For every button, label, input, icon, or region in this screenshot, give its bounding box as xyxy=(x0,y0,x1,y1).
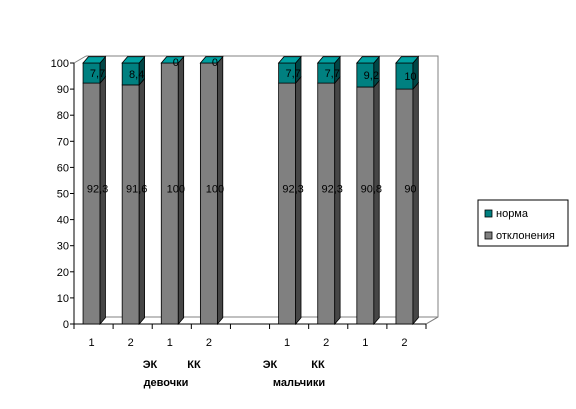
bar-segment-otkloneniya xyxy=(82,75,106,326)
data-label: 100 xyxy=(167,183,185,195)
x-category-label: 2 xyxy=(323,337,329,349)
bar-front xyxy=(121,84,140,325)
bar-segment-norma xyxy=(395,55,420,91)
chart-x-labels: 1 2 1 2 1 2 1 2 ЭК КК девочки ЭК КК мальчики xyxy=(88,337,407,389)
bar-side xyxy=(138,77,145,326)
bar-side xyxy=(373,79,380,326)
bar-front xyxy=(82,82,101,325)
bar-top xyxy=(160,56,185,64)
y-tick-label: 90 xyxy=(57,84,69,96)
data-label: 90,8 xyxy=(361,183,382,195)
bar-side xyxy=(99,75,106,326)
data-label: 90 xyxy=(404,183,416,195)
legend-box xyxy=(477,199,569,247)
x-category-label: 1 xyxy=(284,337,290,349)
group-sub-label: КК xyxy=(311,359,325,371)
bar-segment-otkloneniya xyxy=(121,77,145,326)
bar-segment-norma xyxy=(82,55,107,85)
y-tick-label: 30 xyxy=(57,241,69,253)
bar-segment-norma xyxy=(316,55,341,85)
data-label: 0 xyxy=(173,57,179,69)
x-category-label: 1 xyxy=(362,337,368,349)
data-label: 0 xyxy=(212,57,218,69)
legend-label: отклонения xyxy=(496,230,555,242)
bar-segment-norma xyxy=(121,55,146,87)
data-label: 91,6 xyxy=(126,183,147,195)
y-tick-label: 40 xyxy=(57,215,69,227)
y-tick-label: 50 xyxy=(57,189,69,201)
y-tick-label: 80 xyxy=(57,110,69,122)
bar-top xyxy=(355,56,381,64)
y-tick-label: 20 xyxy=(57,267,69,279)
x-category-label: 2 xyxy=(206,337,212,349)
legend-swatch xyxy=(484,209,493,218)
bar-top xyxy=(121,56,146,64)
data-label: 8,4 xyxy=(129,69,144,81)
bar-segment-otkloneniya xyxy=(199,55,224,326)
chart-bars xyxy=(82,55,420,326)
group-name-label: мальчики xyxy=(273,377,325,389)
bar-segment-otkloneniya xyxy=(356,79,380,326)
group-name-label: девочки xyxy=(144,377,189,389)
bar-front xyxy=(317,82,336,325)
data-label: 10 xyxy=(404,71,416,83)
data-label: 92,3 xyxy=(322,183,343,195)
bar-top xyxy=(82,56,107,64)
data-label: 100 xyxy=(206,183,224,195)
bar-front xyxy=(356,86,375,325)
bar-segment-norma xyxy=(160,56,185,64)
y-tick-label: 70 xyxy=(57,136,69,148)
bar-front xyxy=(395,88,414,325)
data-label: 92,3 xyxy=(87,183,108,195)
data-label: 9,2 xyxy=(364,70,379,82)
bar-segment-otkloneniya xyxy=(278,75,302,326)
group-sub-label: КК xyxy=(187,359,201,371)
x-category-label: 2 xyxy=(128,337,134,349)
bar-segment-otkloneniya xyxy=(395,81,419,326)
y-tick-label: 10 xyxy=(57,293,69,305)
legend-label: норма xyxy=(496,208,529,220)
bar-side xyxy=(412,81,419,326)
bar-top xyxy=(199,56,224,64)
frame-edge xyxy=(425,316,439,325)
bar-segment-otkloneniya xyxy=(317,75,341,326)
bar-front xyxy=(278,82,297,325)
group-sub-label: ЭК xyxy=(143,359,158,371)
data-label: 7,7 xyxy=(285,68,300,80)
x-category-label: 2 xyxy=(401,337,407,349)
y-tick-label: 100 xyxy=(51,58,69,70)
chart-data-labels: 92,3 7,7 91,6 8,4 100 0 100 0 92,3 7,7 92,3 7,7 90,8… xyxy=(87,57,417,195)
chart-legend: норма отклонения xyxy=(477,199,569,247)
data-label: 7,7 xyxy=(90,68,105,80)
y-tick-label: 0 xyxy=(63,319,69,331)
bar-side xyxy=(295,75,302,326)
x-category-label: 1 xyxy=(167,337,173,349)
bar-top xyxy=(277,56,302,64)
bar-top xyxy=(395,56,420,64)
bar-segment-norma xyxy=(277,55,302,85)
y-tick-label: 60 xyxy=(57,162,69,174)
frame-edge xyxy=(73,55,87,64)
bar-segment-norma xyxy=(199,56,224,64)
x-category-label: 1 xyxy=(88,337,94,349)
bar-segment-norma xyxy=(355,55,381,89)
data-label: 92,3 xyxy=(282,183,303,195)
bar-top xyxy=(316,56,341,64)
bar-side xyxy=(334,75,341,326)
data-label: 7,7 xyxy=(325,68,340,80)
legend-swatch xyxy=(484,231,493,240)
group-sub-label: ЭК xyxy=(263,359,278,371)
